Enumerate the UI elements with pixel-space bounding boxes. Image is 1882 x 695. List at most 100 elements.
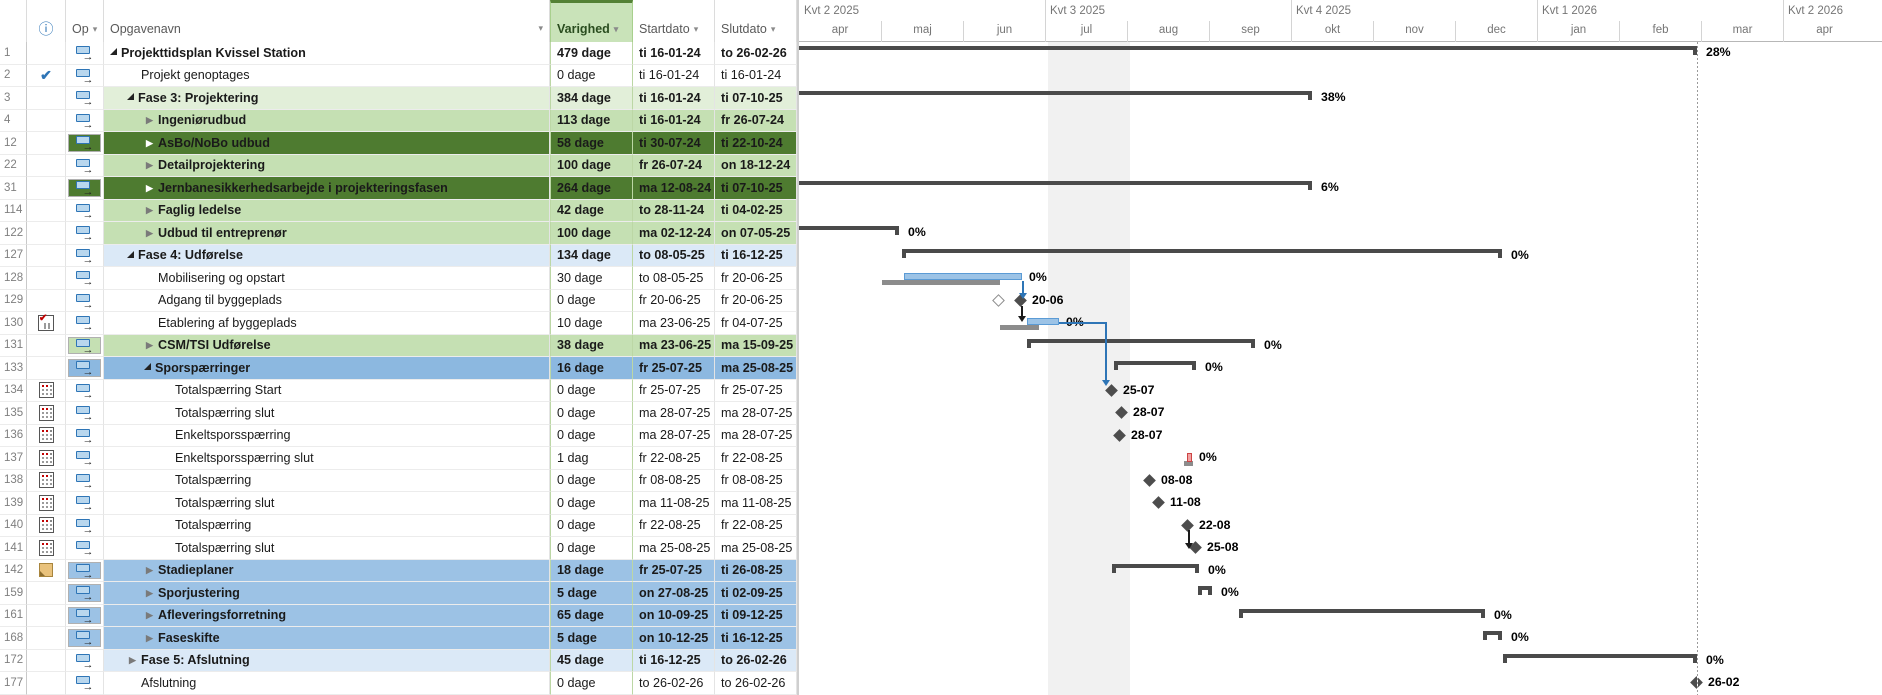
table-row[interactable]: 142 → ▶ Stadieplaner 18 dage fr 25-07-25 ti 26…: [0, 559, 797, 582]
start-date-cell[interactable]: ma 25-08-25: [633, 537, 715, 560]
task-name-cell[interactable]: Fase 3: Projektering: [104, 87, 550, 110]
filter-arrow-icon[interactable]: ▾: [92, 24, 98, 34]
table-row[interactable]: 134 → Totalspærring Start 0 dage fr 25-07-25…: [0, 379, 797, 402]
start-date-cell[interactable]: ti 16-01-24: [633, 64, 715, 87]
row-number[interactable]: 12: [0, 132, 27, 155]
op-cell[interactable]: →: [66, 537, 104, 560]
expand-icon[interactable]: ▶: [146, 182, 153, 193]
summary-bar[interactable]: [1239, 608, 1485, 613]
table-row[interactable]: 131 → ▶ CSM/TSI Udførelse 38 dage ma 23-06-25…: [0, 334, 797, 357]
task-name-cell[interactable]: ▶ Faseskifte: [104, 627, 550, 650]
info-cell[interactable]: [27, 424, 66, 447]
info-cell[interactable]: [27, 649, 66, 672]
task-name-cell[interactable]: ▶ Faglig ledelse: [104, 199, 550, 222]
table-row[interactable]: 3 → Fase 3: Projektering 384 dage ti 16-01-2…: [0, 87, 797, 110]
end-date-cell[interactable]: ma 25-08-25: [715, 537, 797, 560]
duration-cell[interactable]: 100 dage: [550, 222, 633, 245]
info-cell[interactable]: [27, 154, 66, 177]
task-name-cell[interactable]: ▶ Jernbanesikkerhedsarbejde i projekterin…: [104, 177, 550, 200]
start-date-cell[interactable]: fr 25-07-25: [633, 379, 715, 402]
duration-cell[interactable]: 384 dage: [550, 87, 633, 110]
op-cell[interactable]: →: [66, 154, 104, 177]
info-cell[interactable]: [27, 582, 66, 605]
duration-cell[interactable]: 0 dage: [550, 492, 633, 515]
task-name-cell[interactable]: ▶ Fase 5: Afslutning: [104, 649, 550, 672]
filter-arrow-icon[interactable]: ▾: [613, 24, 619, 34]
row-number[interactable]: 142: [0, 559, 27, 582]
info-cell[interactable]: [27, 132, 66, 155]
row-number[interactable]: 1: [0, 42, 27, 65]
info-cell[interactable]: [27, 627, 66, 650]
info-cell[interactable]: [27, 492, 66, 515]
table-row[interactable]: 133 → Sporspærringer 16 dage fr 25-07-25 ma 2…: [0, 357, 797, 380]
start-date-cell[interactable]: on 27-08-25: [633, 582, 715, 605]
task-name-cell[interactable]: ▶ Afleveringsforretning: [104, 604, 550, 627]
info-cell[interactable]: [27, 42, 66, 65]
task-name-cell[interactable]: Totalspærring slut: [104, 537, 550, 560]
duration-cell[interactable]: 0 dage: [550, 469, 633, 492]
duration-cell[interactable]: 0 dage: [550, 672, 633, 695]
expand-icon[interactable]: ▶: [146, 227, 153, 238]
task-name-cell[interactable]: ▶ Udbud til entreprenør: [104, 222, 550, 245]
start-date-cell[interactable]: to 08-05-25: [633, 267, 715, 290]
info-cell[interactable]: [27, 447, 66, 470]
duration-cell[interactable]: 100 dage: [550, 154, 633, 177]
end-date-cell[interactable]: ti 16-12-25: [715, 627, 797, 650]
duration-cell[interactable]: 479 dage: [550, 42, 633, 65]
collapse-icon[interactable]: [144, 363, 151, 371]
task-name-cell[interactable]: Afslutning: [104, 672, 550, 695]
op-cell[interactable]: →: [66, 199, 104, 222]
duration-cell[interactable]: 58 dage: [550, 132, 633, 155]
end-date-cell[interactable]: fr 08-08-25: [715, 469, 797, 492]
end-date-cell[interactable]: ma 28-07-25: [715, 402, 797, 425]
start-date-cell[interactable]: fr 25-07-25: [633, 357, 715, 380]
summary-bar[interactable]: [799, 46, 1697, 50]
duration-cell[interactable]: 30 dage: [550, 267, 633, 290]
info-cell[interactable]: [27, 199, 66, 222]
start-date-cell[interactable]: to 28-11-24: [633, 199, 715, 222]
row-number[interactable]: 3: [0, 87, 27, 110]
op-cell[interactable]: →: [66, 559, 104, 582]
row-number[interactable]: 114: [0, 199, 27, 222]
duration-cell[interactable]: 65 dage: [550, 604, 633, 627]
duration-cell[interactable]: 38 dage: [550, 334, 633, 357]
op-cell[interactable]: →: [66, 469, 104, 492]
table-row[interactable]: 161 → ▶ Afleveringsforretning 65 dage on 10-0…: [0, 604, 797, 627]
table-row[interactable]: 136 → Enkeltsporsspærring 0 dage ma 28-07-25…: [0, 424, 797, 447]
info-cell[interactable]: [27, 177, 66, 200]
end-date-cell[interactable]: fr 25-07-25: [715, 379, 797, 402]
info-cell[interactable]: [27, 402, 66, 425]
duration-cell[interactable]: 264 dage: [550, 177, 633, 200]
info-cell[interactable]: [27, 109, 66, 132]
info-cell[interactable]: [27, 537, 66, 560]
summary-bar[interactable]: [902, 248, 1502, 253]
duration-cell[interactable]: 0 dage: [550, 379, 633, 402]
duration-column-header[interactable]: Varighed ▾: [550, 0, 633, 42]
duration-cell[interactable]: 5 dage: [550, 627, 633, 650]
expand-icon[interactable]: ▶: [146, 205, 153, 216]
op-cell[interactable]: →: [66, 267, 104, 290]
op-cell[interactable]: →: [66, 177, 104, 200]
table-row[interactable]: 137 → Enkeltsporsspærring slut 1 dag fr 22-0…: [0, 447, 797, 470]
end-date-cell[interactable]: ti 02-09-25: [715, 582, 797, 605]
end-date-cell[interactable]: ti 16-12-25: [715, 244, 797, 267]
task-name-cell[interactable]: Totalspærring: [104, 514, 550, 537]
row-number[interactable]: 138: [0, 469, 27, 492]
milestone-diamond[interactable]: [1152, 496, 1165, 509]
duration-cell[interactable]: 113 dage: [550, 109, 633, 132]
start-date-cell[interactable]: fr 22-08-25: [633, 447, 715, 470]
summary-bar[interactable]: [1483, 631, 1502, 635]
filter-arrow-icon[interactable]: ▾: [693, 24, 699, 34]
start-date-cell[interactable]: ti 16-01-24: [633, 87, 715, 110]
info-cell[interactable]: [27, 379, 66, 402]
start-date-cell[interactable]: ma 12-08-24: [633, 177, 715, 200]
info-column-header[interactable]: ⓘ: [27, 0, 66, 42]
table-row[interactable]: 4 → ▶ Ingeniørudbud 113 dage ti 16-01-24 fr 26…: [0, 109, 797, 132]
end-date-cell[interactable]: ti 26-08-25: [715, 559, 797, 582]
op-cell[interactable]: →: [66, 402, 104, 425]
summary-bar[interactable]: [1198, 586, 1212, 590]
table-row[interactable]: 135 → Totalspærring slut 0 dage ma 28-07-25 m…: [0, 402, 797, 425]
table-row[interactable]: 114 → ▶ Faglig ledelse 42 dage to 28-11-24 ti …: [0, 199, 797, 222]
info-cell[interactable]: [27, 334, 66, 357]
